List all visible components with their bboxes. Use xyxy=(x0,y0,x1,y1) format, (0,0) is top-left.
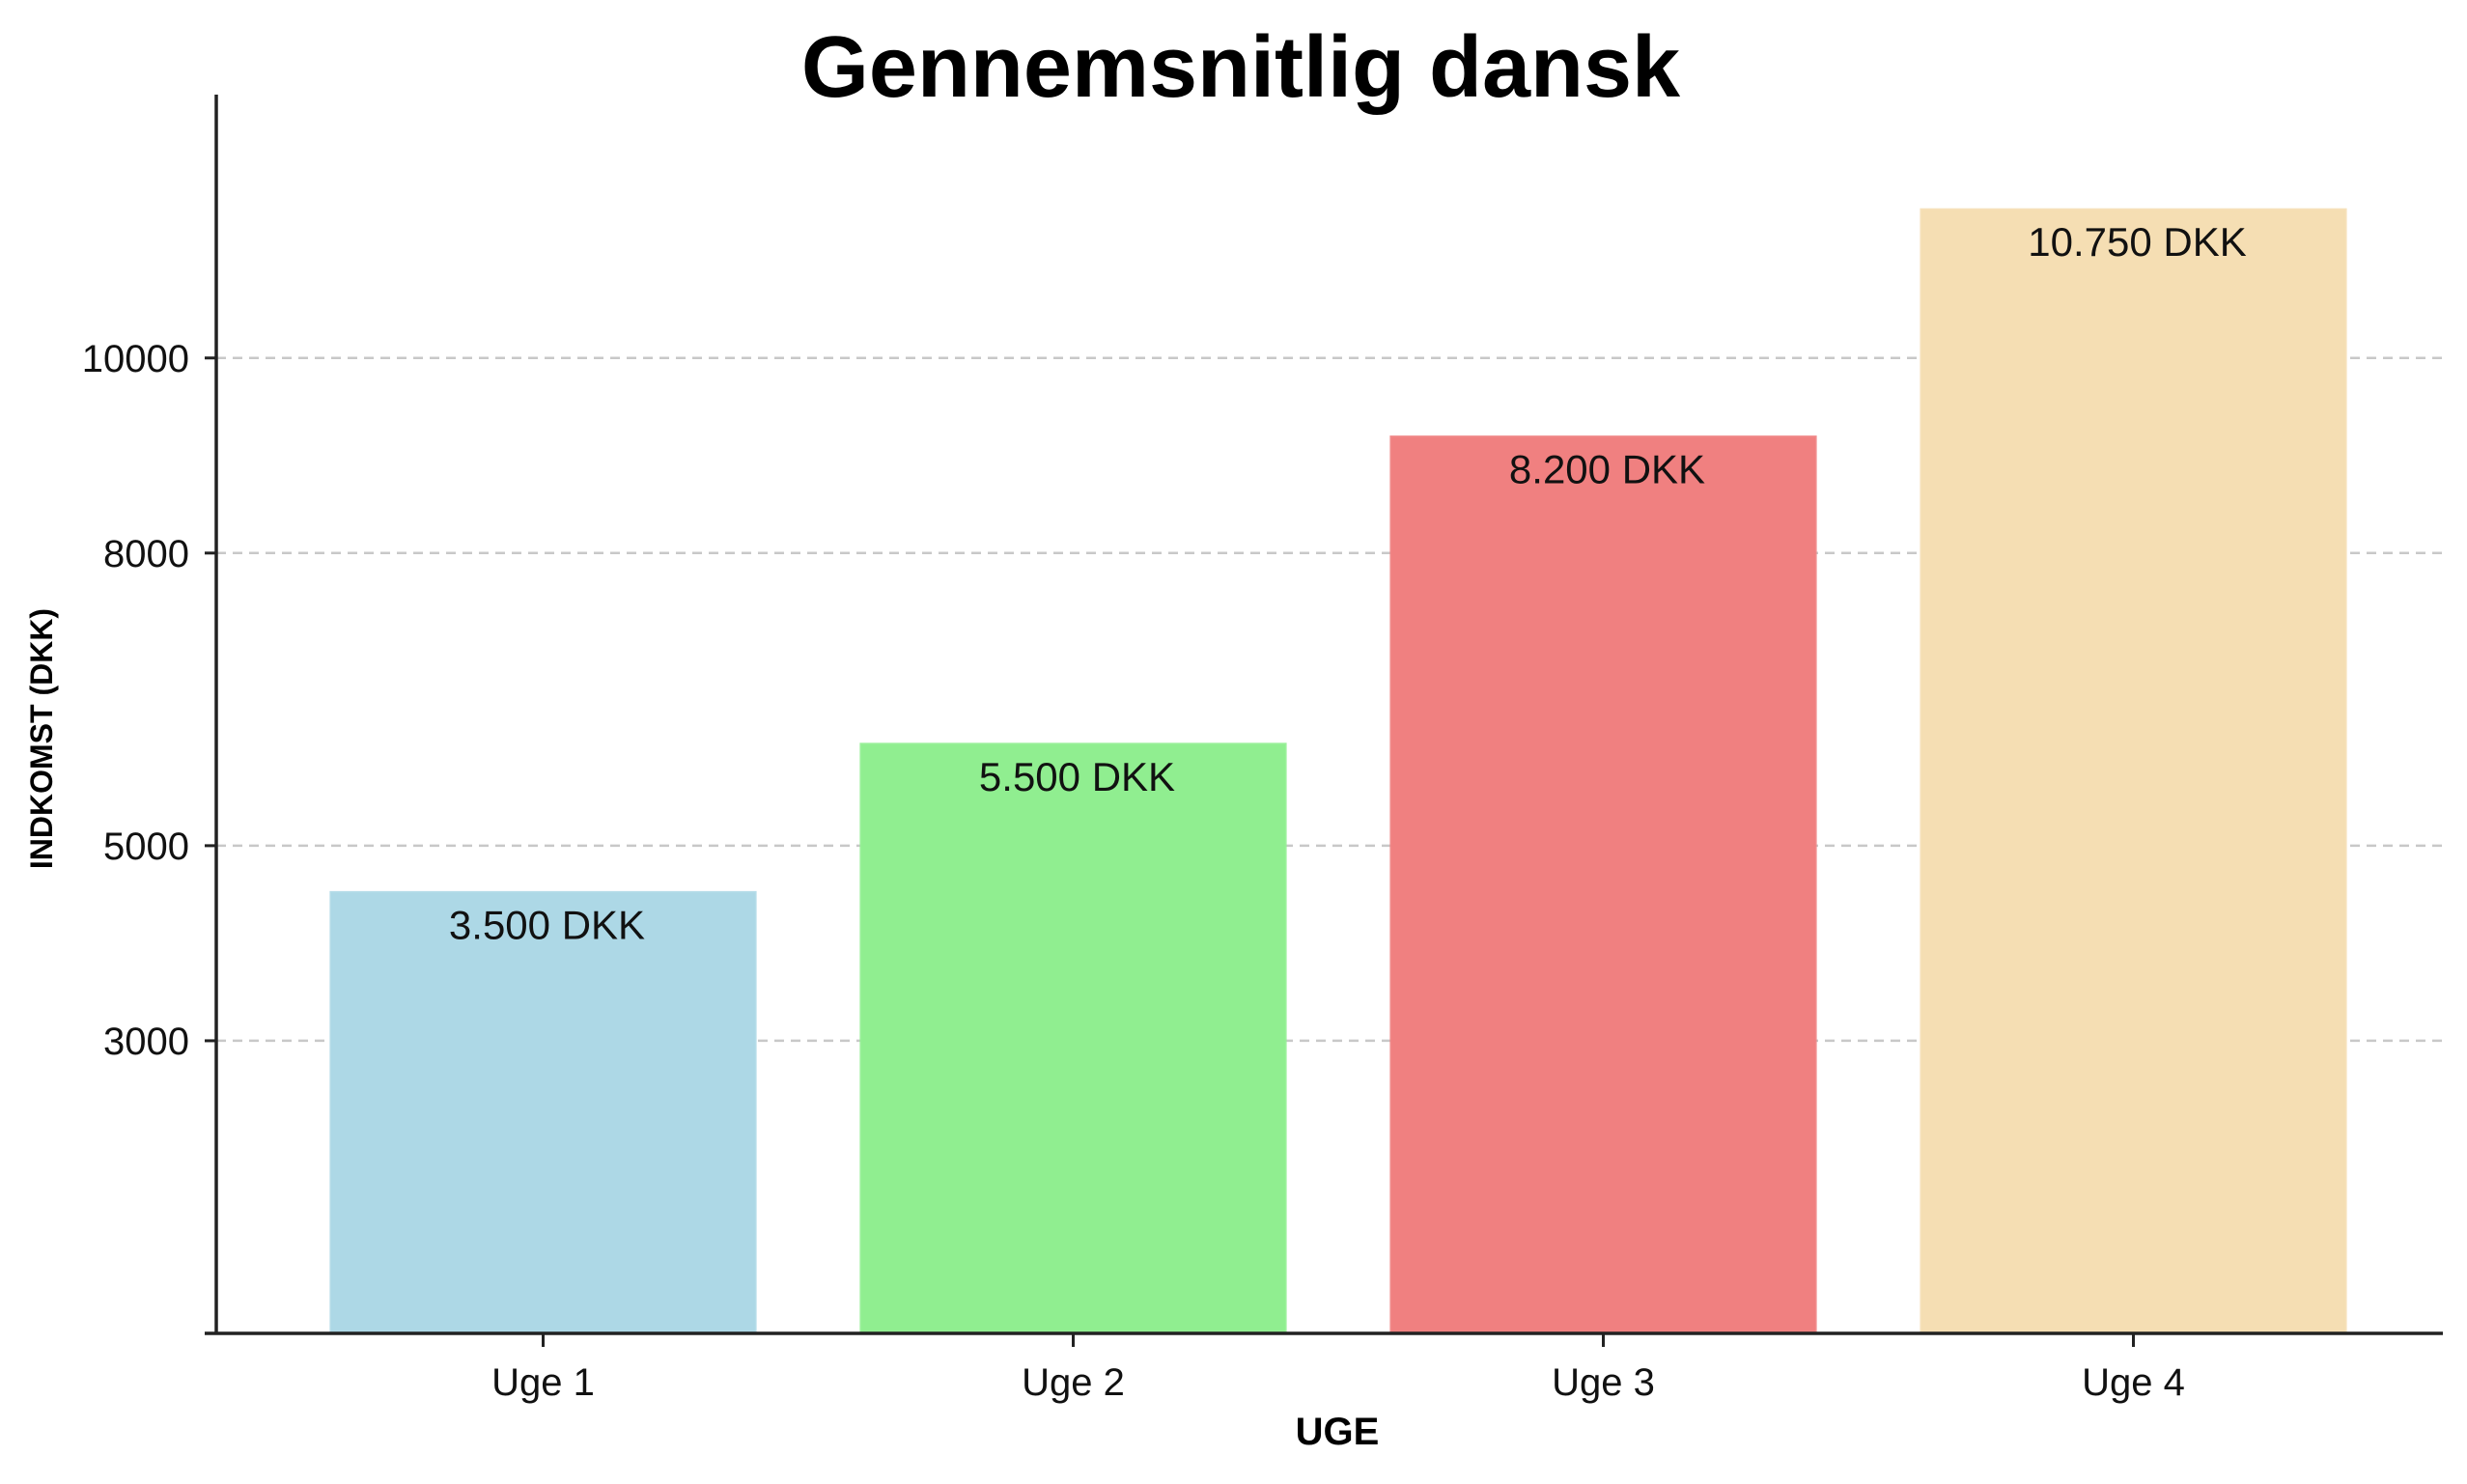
x-tick-label: Uge 3 xyxy=(1552,1361,1655,1404)
data-label: 3.500 DKK xyxy=(449,902,645,947)
x-axis-ticks: Uge 1 Uge 2 Uge 3 Uge 4 xyxy=(491,1333,2185,1404)
x-axis-label: UGE xyxy=(1296,1411,1380,1453)
bar xyxy=(859,742,1287,1335)
y-tick-label: 5000 xyxy=(103,826,189,868)
bar xyxy=(1920,208,2347,1335)
x-tick-label: Uge 4 xyxy=(2082,1361,2185,1404)
y-axis-ticks: 3000 5000 8000 10000 xyxy=(82,338,216,1063)
data-labels: 3.500 DKK 5.500 DKK 8.200 DKK 10.750 DKK xyxy=(449,219,2247,947)
data-label: 10.750 DKK xyxy=(2028,219,2247,265)
y-tick-label: 8000 xyxy=(103,533,189,575)
y-tick-label: 10000 xyxy=(82,338,189,380)
bar xyxy=(329,890,757,1335)
bars xyxy=(329,208,2347,1335)
x-tick-label: Uge 2 xyxy=(1022,1361,1125,1404)
chart-title: Gennemsnitlig dansk xyxy=(801,19,1681,116)
y-tick-label: 3000 xyxy=(103,1021,189,1063)
data-label: 5.500 DKK xyxy=(979,754,1175,799)
y-axis-label: INDKOMST (DKK) xyxy=(24,608,59,869)
bar xyxy=(1389,435,1817,1335)
axes xyxy=(205,95,2443,1335)
x-tick-label: Uge 1 xyxy=(491,1361,595,1404)
data-label: 8.200 DKK xyxy=(1509,447,1705,492)
